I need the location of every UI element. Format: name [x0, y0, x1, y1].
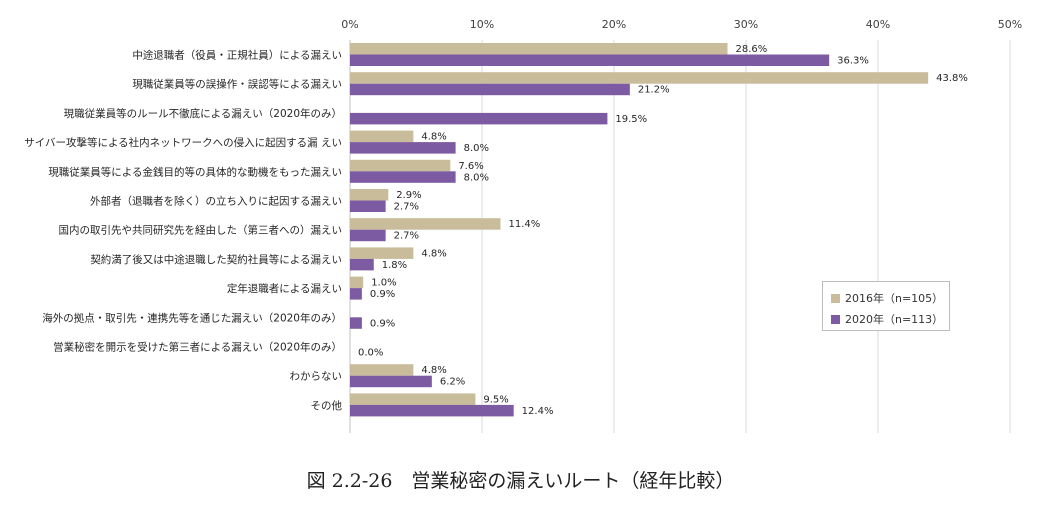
category-label: 現職従業員等による金銭目的等の具体的な動機をもった漏えい: [48, 165, 342, 178]
bar-2020: [350, 258, 374, 271]
bar-2016: [350, 159, 451, 172]
data-label-2020: 19.5%: [615, 114, 647, 125]
data-label-2020: 0.0%: [358, 348, 383, 359]
category-label: 中途退職者（役員・正規社員）による漏えい: [132, 49, 342, 62]
x-tick-label: 0%: [341, 18, 358, 31]
category-label: その他: [311, 399, 343, 412]
bar-2020: [350, 83, 630, 96]
data-label-2016: 43.8%: [936, 73, 968, 84]
legend-swatch-2016: [831, 293, 840, 303]
data-label-2020: 2.7%: [394, 231, 419, 242]
data-label-2020: 1.8%: [382, 260, 407, 271]
bar-2016: [350, 189, 389, 201]
data-label-2016: 2.9%: [396, 190, 421, 201]
x-tick-label: 10%: [470, 18, 494, 31]
data-label-2020: 0.9%: [370, 289, 395, 300]
bar-2016: [350, 130, 414, 143]
data-label-2016: 4.8%: [421, 365, 446, 376]
data-label-2016: 7.6%: [458, 161, 483, 172]
category-label: 現職従業員等の誤操作・誤認等による漏えい: [132, 78, 342, 91]
category-label: 海外の拠点・取引先・連携先等を通じた漏えい（2020年のみ）: [42, 311, 342, 324]
bar-2020: [350, 317, 362, 329]
bar-2016: [350, 247, 414, 259]
data-label-2020: 0.9%: [370, 318, 395, 329]
bar-2020: [350, 404, 514, 417]
category-label: 営業秘密を開示を受けた第三者による漏えい（2020年のみ）: [53, 341, 342, 354]
legend-label-2016: 2016年（n=105）: [845, 292, 944, 305]
bar-2020: [350, 54, 830, 66]
x-tick-label: 50%: [998, 18, 1022, 31]
bar-2020: [350, 171, 456, 183]
bar-2016: [350, 364, 414, 376]
category-label: 外部者（退職者を除く）の立ち入りに起因する漏えい: [90, 195, 342, 208]
category-label: わからない: [290, 371, 343, 383]
data-label-2020: 8.0%: [464, 143, 489, 154]
bar-2016: [350, 72, 929, 84]
data-label-2020: 8.0%: [464, 172, 489, 183]
bar-2016: [350, 393, 476, 405]
data-label-2016: 4.8%: [421, 132, 446, 143]
category-label: 国内の取引先や共同研究先を経由した（第三者への）漏えい: [59, 224, 343, 237]
bar-2020: [350, 200, 386, 212]
data-label-2020: 21.2%: [638, 85, 670, 96]
legend-label-2020: 2020年（n=113）: [845, 313, 944, 326]
bar-2020: [350, 112, 608, 125]
data-label-2016: 9.5%: [483, 394, 508, 405]
legend-item-2020: 2020年（n=113）: [831, 311, 943, 327]
figure-caption: 図 2.2-26 営業秘密の漏えいルート（経年比較）: [306, 470, 735, 492]
category-label: 現職従業員等のルール不徹底による漏えい（2020年のみ）: [64, 107, 342, 120]
x-tick-label: 30%: [734, 18, 758, 31]
data-label-2020: 36.3%: [837, 56, 869, 67]
data-label-2020: 2.7%: [394, 202, 419, 213]
data-label-2016: 4.8%: [421, 248, 446, 259]
category-label: サイバー攻撃等による社内ネットワークへの侵入に起因する漏 えい: [24, 136, 342, 149]
data-label-2016: 11.4%: [508, 219, 540, 230]
legend-swatch-2020: [831, 314, 840, 324]
bar-2016: [350, 218, 501, 230]
bar-2020: [350, 288, 362, 300]
legend-item-2016: 2016年（n=105）: [831, 290, 943, 306]
x-tick-label: 20%: [602, 18, 626, 31]
category-label: 定年退職者による漏えい: [227, 282, 342, 295]
data-label-2016: 28.6%: [736, 44, 768, 55]
data-label-2020: 6.2%: [440, 377, 465, 388]
category-label: 契約満了後又は中途退職した契約社員等による漏えい: [90, 253, 342, 266]
bar-2016: [350, 43, 728, 55]
bar-2020: [350, 229, 386, 242]
chart-legend: 2016年（n=105） 2020年（n=113）: [822, 281, 950, 331]
x-tick-label: 40%: [866, 18, 890, 31]
data-label-2020: 12.4%: [522, 406, 554, 417]
bar-chart: 0% 10% 20% 30% 40% 50% 中途退職者（役員・正規社員）による漏えい 28.…: [24, 18, 1022, 433]
bar-2016: [350, 276, 364, 289]
bar-2020: [350, 142, 456, 154]
bar-2020: [350, 375, 432, 388]
data-label-2016: 1.0%: [371, 278, 396, 289]
